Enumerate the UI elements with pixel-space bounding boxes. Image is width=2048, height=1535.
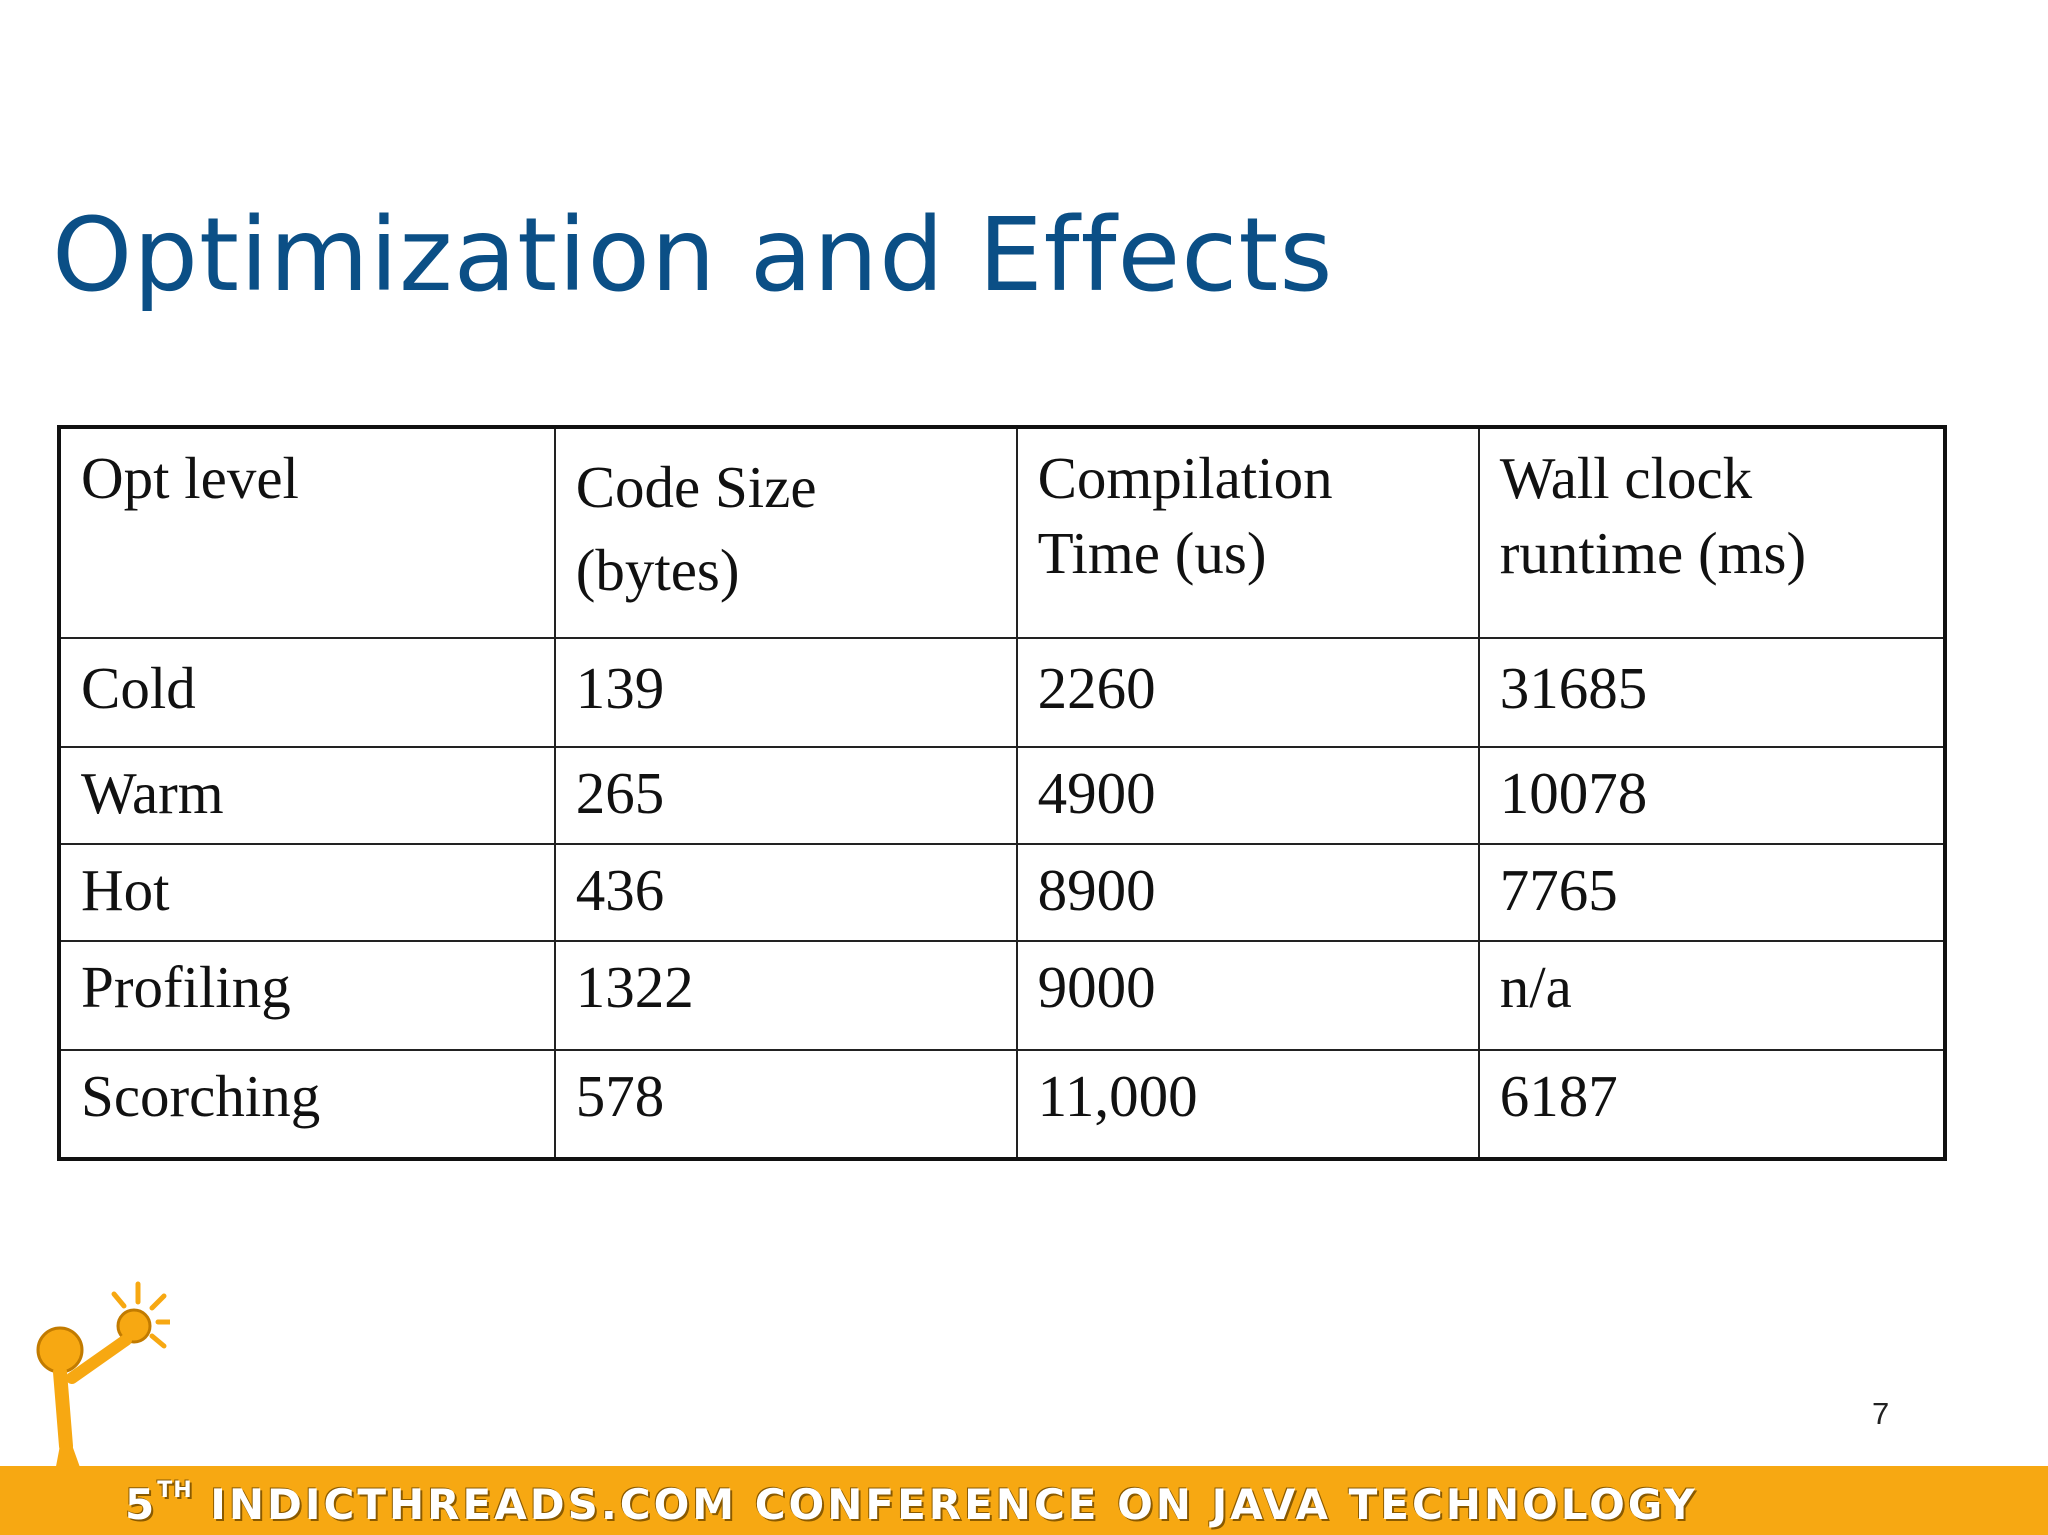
table-cell: 265 (553, 746, 1018, 845)
header-text: Opt level (81, 445, 299, 511)
header-text: runtime (ms) (1499, 520, 1807, 586)
table-cell: 10078 (1477, 746, 1947, 845)
table-cell: Scorching (58, 1049, 556, 1160)
header-cell-wall-clock: Wall clock runtime (ms) (1477, 426, 1947, 639)
header-text: (bytes) (575, 537, 740, 603)
table-cell: n/a (1477, 940, 1947, 1051)
footer-text: 5TH INDICTHREADS.COM CONFERENCE ON JAVA … (125, 1478, 1698, 1529)
lightbulb-figure-icon (36, 1281, 170, 1535)
table-cell: 1322 (553, 940, 1018, 1051)
footer-ordinal-number: 5 (125, 1480, 158, 1529)
header-text: Compilation (1037, 445, 1333, 511)
table-cell: Hot (58, 843, 556, 942)
table-row: Profiling 1322 9000 n/a (58, 940, 1947, 1051)
table-cell: 7765 (1477, 843, 1947, 942)
header-cell-code-size: Code Size (bytes) (553, 426, 1018, 639)
footer-band (0, 1466, 2048, 1535)
header-text: Wall clock (1499, 445, 1753, 511)
page-number: 7 (1872, 1396, 1890, 1431)
table-cell: Profiling (58, 940, 556, 1051)
table-cell: Warm (58, 746, 556, 845)
table-row: Scorching 578 11,000 6187 (58, 1049, 1947, 1160)
table-row: Hot 436 8900 7765 (58, 843, 1947, 942)
table-cell: Cold (58, 637, 556, 748)
header-text: Time (us) (1037, 520, 1267, 586)
table-cell: 436 (553, 843, 1018, 942)
table-row: Cold 139 2260 31685 (58, 637, 1947, 748)
table-cell: 2260 (1015, 637, 1480, 748)
header-cell-opt-level: Opt level (58, 426, 556, 639)
footer-ordinal-suffix: TH (157, 1478, 193, 1503)
table-cell: 8900 (1015, 843, 1480, 942)
table-cell: 4900 (1015, 746, 1480, 845)
table-cell: 11,000 (1015, 1049, 1480, 1160)
table-header-row: Opt level Code Size (bytes) Compilation … (58, 426, 1947, 639)
table-cell: 139 (553, 637, 1018, 748)
footer-conference-name: INDICTHREADS.COM CONFERENCE ON JAVA TECH… (210, 1480, 1698, 1529)
table-cell: 578 (553, 1049, 1018, 1160)
slide-title: Optimization and Effects (52, 196, 1334, 315)
header-cell-compilation-time: Compilation Time (us) (1015, 426, 1480, 639)
table-cell: 9000 (1015, 940, 1480, 1051)
table-cell: 6187 (1477, 1049, 1947, 1160)
table-row: Warm 265 4900 10078 (58, 746, 1947, 845)
data-table: Opt level Code Size (bytes) Compilation … (57, 425, 1947, 1161)
table-cell: 31685 (1477, 637, 1947, 748)
header-text: Code Size (575, 454, 817, 520)
